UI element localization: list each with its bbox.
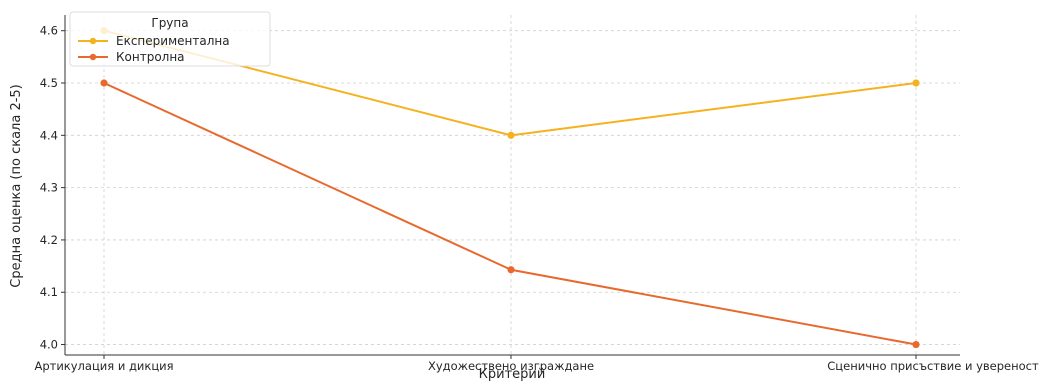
grid-layer — [65, 15, 960, 355]
data-point-experimental — [912, 79, 920, 87]
data-point-control — [100, 79, 108, 87]
legend-title: Група — [151, 16, 188, 30]
series-line-control — [103, 82, 917, 346]
axes-layer — [64, 15, 960, 356]
y-axis-label: Средна оценка (по скала 2-5) — [9, 84, 24, 288]
y-tick-label: 4.1 — [40, 285, 58, 299]
data-point-control — [507, 266, 515, 274]
x-ticks: Артикулация и дикция Художествено изгражд… — [34, 355, 1039, 373]
y-tick-label: 4.0 — [40, 338, 58, 352]
x-tick-label: Артикулация и дикция — [34, 359, 173, 373]
legend-label-control: Контролна — [116, 50, 185, 64]
legend-label-experimental: Експериментална — [116, 34, 230, 48]
y-tick-label: 4.3 — [40, 181, 58, 195]
data-point-control — [912, 340, 920, 349]
y-tick-label: 4.4 — [40, 128, 58, 142]
legend: Група Експериментална Контролна — [69, 11, 271, 67]
x-tick-label: Сценично присъствие и увереност — [827, 359, 1039, 373]
y-tick-label: 4.5 — [40, 76, 58, 90]
x-tick-label: Художествено изграждане — [428, 359, 594, 373]
legend-marker-control — [89, 53, 97, 61]
y-ticks: 4.0 4.1 4.2 4.3 4.4 4.5 4.6 — [40, 24, 65, 352]
data-point-experimental — [507, 131, 515, 139]
x-axis-label: Критерий — [479, 367, 546, 382]
legend-box — [69, 11, 271, 67]
y-tick-label: 4.2 — [40, 233, 58, 247]
legend-marker-experimental — [89, 37, 97, 45]
y-tick-label: 4.6 — [40, 24, 58, 38]
